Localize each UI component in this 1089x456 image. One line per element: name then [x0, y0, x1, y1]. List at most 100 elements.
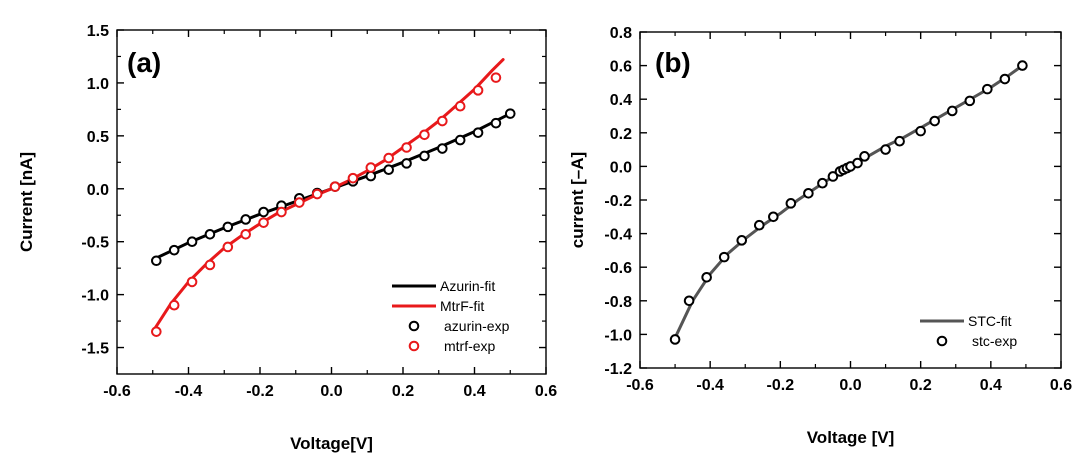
chart-0-legend-marker-swatch [408, 320, 420, 332]
chart-0-series-3-point [454, 100, 466, 112]
chart-1-series-1-point [768, 211, 779, 223]
chart-0-x-axis-title: Voltage[V] [290, 434, 373, 453]
chart-0-series-2-point [168, 244, 180, 256]
chart-1-series-1-point [880, 144, 891, 155]
chart-1-y-tick-label: -0.4 [604, 227, 632, 244]
chart-0-series-3-point [401, 142, 412, 153]
chart-0-series-3-point [490, 72, 502, 83]
chart-1-series-1-point [669, 334, 681, 345]
chart-0-series-3-point [222, 241, 234, 253]
chart-1-series-1-point [999, 73, 1011, 85]
chart-1-series-0-line [673, 64, 1024, 340]
chart-0-series-3-point [383, 152, 395, 164]
chart-0-x-tick-label: 0.2 [392, 383, 414, 400]
chart-1-y-tick-label: 0.8 [610, 25, 632, 42]
chart-1-series-1-point [982, 83, 993, 95]
chart-0-series-3-point [347, 172, 359, 184]
chart-1-series-1-point [1017, 60, 1028, 71]
chart-1-series-1-point [929, 115, 941, 127]
chart-1-x-tick-label: 0.2 [910, 377, 932, 394]
chart-0-series-2-point [365, 170, 377, 182]
chart-0-series-2-point [258, 206, 269, 218]
chart-0-series-3-point [419, 129, 430, 141]
chart-1-panel-label: (b) [655, 47, 691, 78]
chart-0-series-3-point [294, 197, 305, 208]
chart-1-y-tick-label: -1.0 [604, 327, 632, 344]
chart-0-x-tick-label: 0.4 [463, 383, 485, 400]
chart-1-series-1-point [736, 235, 748, 246]
chart-0-y-tick-label: 1.5 [87, 23, 109, 40]
chart-0-x-tick-label: 0.6 [535, 383, 557, 400]
chart-1-x-tick-label: -0.4 [696, 377, 724, 394]
chart-0-series-2-point [419, 150, 430, 162]
chart-0-y-tick-label: -1.5 [81, 341, 109, 358]
chart-1-series-1-point [915, 125, 926, 137]
chart-1-y-tick-label: -0.6 [604, 260, 632, 277]
chart-0-legend-label: mtrf-exp [444, 338, 496, 354]
chart-1-y-tick-label: -0.2 [604, 193, 632, 210]
chart-0-y-tick-label: -0.5 [81, 235, 109, 252]
chart-1-y-tick-label: -0.8 [604, 294, 632, 311]
chart-1-series-1-point [827, 171, 839, 182]
chart-0-y-tick-label: -1.0 [81, 288, 109, 305]
chart-0-series-2-point [472, 127, 484, 138]
chart-0-series-2-point [401, 158, 412, 169]
chart-1-x-axis-title: Voltage [V] [807, 428, 895, 447]
chart-0-series-2-point [186, 236, 198, 247]
chart-1-y-tick-label: 0.4 [610, 92, 632, 109]
chart-0-legend-label: Azurin-fit [440, 278, 495, 294]
chart-1-series-1-point [701, 271, 712, 283]
chart-1-series-1-point [718, 251, 730, 263]
chart-0-series-2-point [437, 143, 448, 154]
chart-1-legend-marker-swatch [936, 335, 948, 347]
chart-1-series-1-point [859, 151, 870, 162]
chart-0-x-tick-label: -0.4 [175, 383, 203, 400]
chart-0-series-2-point [240, 214, 251, 225]
chart-0-x-tick-label: -0.2 [246, 383, 274, 400]
chart-1-y-tick-label: 0.2 [610, 126, 632, 143]
chart-1-legend-label: STC-fit [968, 313, 1012, 329]
chart-0-series-2-point [222, 221, 234, 233]
chart-0-x-tick-label: 0.0 [320, 383, 342, 400]
chart-0-series-2-point [490, 117, 502, 129]
chart-1-series-1-point [803, 187, 814, 199]
chart-1-series-1-point [946, 105, 958, 117]
chart-0-series-3-point [151, 326, 162, 337]
chart-0-series-3-point [311, 188, 323, 200]
chart-0-series-2-point [151, 255, 162, 267]
chart-0-series-3-point [204, 259, 216, 271]
chart-1-legend-label: stc-exp [972, 333, 1017, 349]
chart-0-series-3-point [240, 228, 251, 240]
chart-0-panel-label: (a) [127, 47, 161, 78]
chart-0-series-3-point [329, 181, 341, 192]
chart-0-y-axis-title: Current [nA] [17, 152, 36, 252]
chart-1-x-tick-label: 0.4 [980, 377, 1002, 394]
chart-1-series-1-point [753, 219, 765, 231]
chart-0-series-3-point [437, 115, 448, 127]
chart-1-series-1-point [852, 157, 863, 169]
chart-1-y-axis-title: current [–A] [568, 152, 587, 248]
chart-0-series-3-point [168, 299, 180, 311]
chart-0-y-tick-label: 0.5 [87, 129, 109, 146]
chart-0-series-3-point [258, 217, 269, 228]
chart-1-y-tick-label: 0.6 [610, 59, 632, 76]
chart-0-series-2-point [383, 164, 395, 176]
chart-0-legend-label: MtrF-fit [440, 298, 484, 314]
chart-1-series-1-point [785, 198, 797, 209]
chart-1-series-1-point [683, 295, 695, 307]
chart-0-series-2-point [454, 134, 466, 146]
chart-0-legend-marker-swatch [408, 340, 420, 352]
chart-0-legend-label: azurin-exp [444, 318, 510, 334]
chart-1-y-tick-label: 0.0 [610, 159, 632, 176]
chart-0-series-3-point [276, 206, 287, 218]
chart-0-x-tick-label: -0.6 [103, 383, 131, 400]
chart-1-x-tick-label: 0.6 [1050, 377, 1072, 394]
chart-0-series-2-point [204, 228, 216, 240]
chart-0-series-2-point [504, 108, 516, 119]
chart-0-y-tick-label: 1.0 [87, 76, 109, 93]
chart-1-series-1-point [964, 95, 976, 107]
chart-1-x-tick-label: 0.0 [839, 377, 861, 394]
chart-1-x-tick-label: -0.6 [626, 377, 654, 394]
chart-0-series-3-point [472, 85, 484, 96]
chart-1-y-tick-label: -1.2 [604, 361, 632, 378]
